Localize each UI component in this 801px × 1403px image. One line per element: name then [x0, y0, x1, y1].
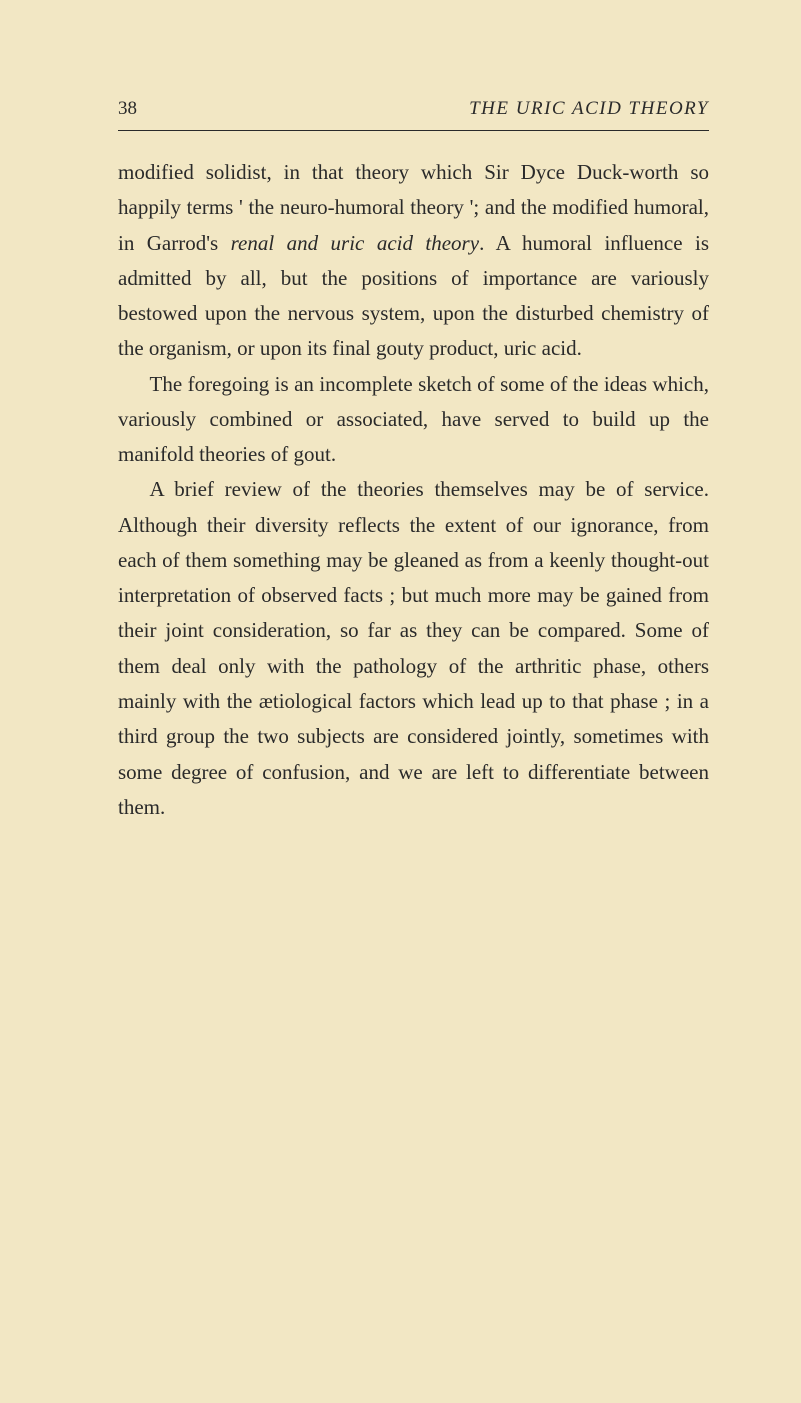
paragraph-2: The foregoing is an incomplete sketch of… — [118, 367, 709, 473]
p1-italic-1: renal and uric acid theory — [231, 231, 479, 255]
page-header: 38 THE URIC ACID THEORY — [118, 98, 709, 131]
page-number: 38 — [118, 98, 137, 120]
paragraph-1: modified solidist, in that theory which … — [118, 155, 709, 367]
body-text: modified solidist, in that theory which … — [118, 155, 709, 825]
running-title: THE URIC ACID THEORY — [469, 98, 709, 120]
paragraph-3: A brief review of the theories themselve… — [118, 472, 709, 825]
